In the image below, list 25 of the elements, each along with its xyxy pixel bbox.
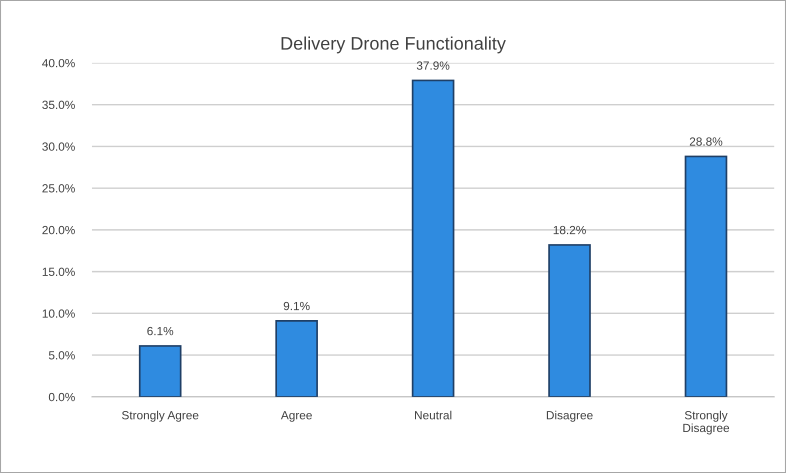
data-label: 9.1% (284, 302, 310, 310)
y-tick-label: 25.0% (42, 184, 75, 193)
data-label: 6.1% (147, 326, 174, 336)
y-tick-label: 40.0% (42, 58, 75, 68)
x-tick-label: Agree (280, 411, 312, 422)
bar (412, 80, 454, 397)
y-tick-label: 10.0% (42, 309, 75, 318)
x-tick-label: Strongly Agree (122, 410, 198, 422)
y-tick-label: 30.0% (42, 142, 75, 151)
y-tick-label: 35.0% (42, 100, 75, 110)
bar (275, 320, 318, 397)
data-label: 18.2% (554, 226, 586, 234)
bar (548, 244, 591, 397)
y-tick-label: 0.0% (48, 392, 75, 402)
bar (138, 345, 182, 397)
x-tick-label: Strongly Disagree (683, 410, 730, 434)
x-tick-label: Disagree (546, 410, 593, 422)
x-tick-label: Neutral (415, 410, 452, 420)
data-label: 28.8% (690, 137, 722, 146)
bar (684, 156, 728, 397)
y-tick-label: 20.0% (42, 226, 75, 234)
chart-title: Delivery Drone Functionality (282, 36, 506, 54)
y-tick-label: 5.0% (48, 351, 75, 360)
data-label: 37.9% (416, 61, 450, 70)
y-tick-label: 15.0% (42, 268, 75, 276)
